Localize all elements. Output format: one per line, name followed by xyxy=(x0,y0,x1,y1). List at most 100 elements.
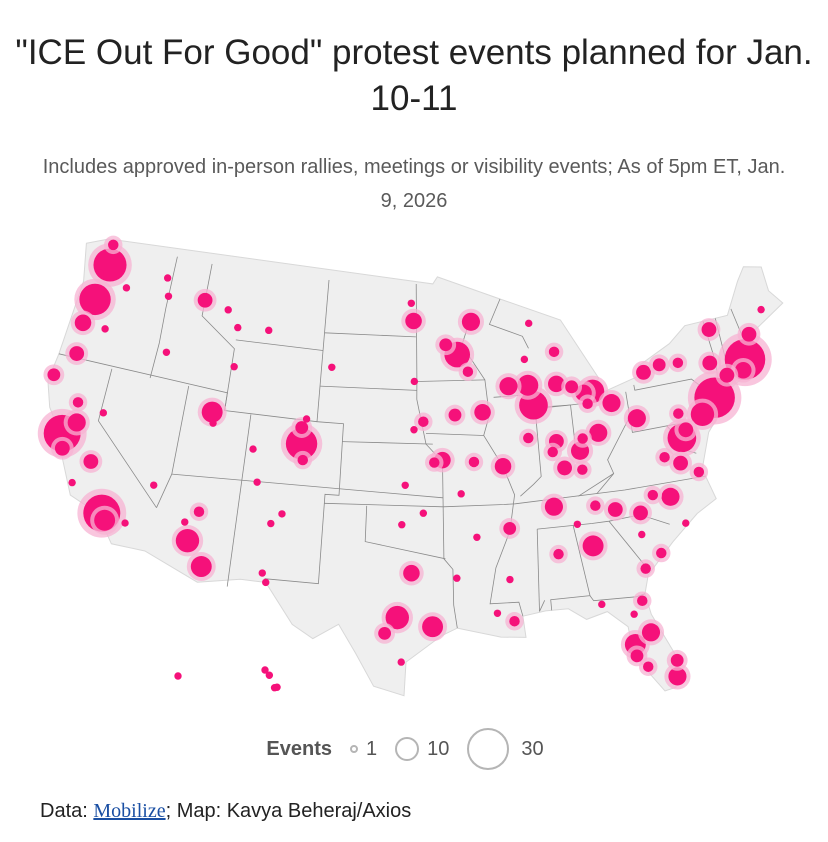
event-marker[interactable]: Bend: 1 xyxy=(101,325,109,333)
event-marker[interactable]: Las Vegas: 1 xyxy=(150,481,158,489)
event-marker[interactable]: Columbia MO: 2 xyxy=(464,452,484,472)
event-marker[interactable]: Bangor: 1 xyxy=(757,305,765,314)
event-marker[interactable]: Portland ME: 4 xyxy=(737,322,761,346)
event-marker[interactable]: Albany: 4 xyxy=(698,351,722,375)
event-marker[interactable]: Madison: 6 xyxy=(495,373,522,400)
event-marker[interactable]: San Antonio: 3 xyxy=(374,622,396,644)
event-marker[interactable]: Hilo: 1 xyxy=(273,683,281,691)
event-marker[interactable]: Pittsburgh: 6 xyxy=(623,405,650,432)
event-marker[interactable]: Baton Rouge: 1 xyxy=(493,609,502,617)
event-marker[interactable]: Humboldt: 3 xyxy=(43,364,65,386)
event-marker[interactable]: Charlotte: 4 xyxy=(629,501,652,525)
event-marker[interactable]: Fresno: 4 xyxy=(79,450,103,473)
event-marker[interactable]: Flagstaff: 2 xyxy=(189,502,209,521)
event-marker[interactable]: Rochester NY: 3 xyxy=(648,354,670,376)
event-marker[interactable]: Atlanta: 8 xyxy=(578,531,608,561)
event-marker[interactable]: Champaign: 2 xyxy=(519,428,538,448)
event-marker[interactable]: Bozeman: 1 xyxy=(234,323,242,332)
event-marker[interactable]: Jackson MS: 1 xyxy=(506,575,514,584)
event-marker[interactable]: Harrisburg: 2 xyxy=(669,404,688,423)
event-marker[interactable]: Spokane: 1 xyxy=(163,274,172,282)
event-marker[interactable]: Santa Cruz: 4 xyxy=(50,436,74,460)
event-marker[interactable]: Traverse City: 2 xyxy=(544,342,564,362)
event-marker[interactable]: Charlottesville: 2 xyxy=(655,447,674,467)
event-marker[interactable]: West Palm Beach: 3 xyxy=(666,649,688,671)
event-marker[interactable]: Salt Lake City: 8 xyxy=(197,397,227,427)
event-marker[interactable]: Rochester MN: 2 xyxy=(458,362,478,381)
event-marker[interactable]: Kauai: 1 xyxy=(261,666,269,674)
event-marker[interactable]: Philadelphia: 10 xyxy=(686,398,719,431)
event-marker[interactable]: Milwaukee: 8 xyxy=(513,370,543,400)
event-marker[interactable]: Eugene: 5 xyxy=(70,310,96,336)
event-marker[interactable]: Colorado Springs: 2 xyxy=(293,450,312,470)
mobilize-link[interactable]: Mobilize xyxy=(93,800,166,822)
event-marker[interactable]: Billings: 1 xyxy=(265,326,273,335)
event-marker[interactable]: Olympia: 1 xyxy=(96,269,104,277)
event-marker[interactable]: Cleveland: 6 xyxy=(598,389,625,417)
event-marker[interactable]: Savannah: 2 xyxy=(636,559,655,578)
event-marker[interactable]: Asheville: 4 xyxy=(603,498,627,521)
event-marker[interactable]: Phoenix: 10 xyxy=(171,524,204,557)
event-marker[interactable]: Wilmington NC: 1 xyxy=(682,519,690,527)
event-marker[interactable]: Birmingham: 2 xyxy=(549,544,568,564)
event-marker[interactable]: Prescott: 1 xyxy=(181,518,189,526)
event-marker[interactable]: Toledo: 2 xyxy=(578,394,597,413)
event-marker[interactable]: Greensboro: 2 xyxy=(643,485,663,505)
event-marker[interactable]: Lincoln: 1 xyxy=(410,426,418,434)
event-marker[interactable]: Denver: 18 xyxy=(280,423,323,465)
event-marker[interactable]: Grand Forks: 1 xyxy=(407,299,416,307)
event-marker[interactable]: Santa Fe: 1 xyxy=(278,510,286,518)
event-marker[interactable]: Medford: 4 xyxy=(65,342,89,365)
event-marker[interactable]: Jackson: 1 xyxy=(230,363,238,371)
event-marker[interactable]: Reno: 1 xyxy=(99,409,108,417)
event-marker[interactable]: Duluth: 6 xyxy=(457,308,485,335)
event-marker[interactable]: Tucson: 8 xyxy=(186,552,216,581)
event-marker[interactable]: Columbia SC: 1 xyxy=(638,530,646,539)
event-marker[interactable]: Memphis: 3 xyxy=(499,518,521,539)
event-marker[interactable]: St. Cloud: 3 xyxy=(435,334,457,356)
event-marker[interactable]: Boise: 1 xyxy=(162,348,171,356)
event-marker[interactable]: Shreveport: 1 xyxy=(453,574,461,582)
event-marker[interactable]: Moscow ID: 1 xyxy=(164,292,173,300)
event-marker[interactable]: Norfolk: 2 xyxy=(689,462,709,482)
event-marker[interactable]: Helena: 1 xyxy=(224,306,232,314)
event-marker[interactable]: Sioux Falls: 1 xyxy=(410,377,419,386)
event-marker[interactable]: Louisville: 4 xyxy=(553,456,576,480)
event-marker[interactable]: Lansing: 3 xyxy=(561,376,583,398)
event-marker[interactable]: Raleigh: 6 xyxy=(657,483,684,510)
event-marker[interactable]: Lawrence: 2 xyxy=(425,453,444,472)
event-marker[interactable]: Cheyenne: 1 xyxy=(302,415,311,423)
event-marker[interactable]: Marquette: 1 xyxy=(525,319,533,328)
event-marker[interactable]: Miami: 6 xyxy=(664,663,691,690)
event-marker[interactable]: Springfield MO: 1 xyxy=(457,490,465,498)
event-marker[interactable]: Nashville: 6 xyxy=(540,493,567,520)
event-marker[interactable]: Iowa City: 5 xyxy=(470,399,495,425)
event-marker[interactable]: Houston: 8 xyxy=(418,612,448,642)
event-marker[interactable]: Dallas: 5 xyxy=(399,560,424,586)
event-marker[interactable]: Knoxville: 2 xyxy=(586,496,605,515)
event-marker[interactable]: Fort Myers: 2 xyxy=(639,657,658,676)
event-marker[interactable]: Omaha: 2 xyxy=(414,412,433,431)
event-marker[interactable]: Honolulu: 1 xyxy=(265,671,274,679)
event-marker[interactable]: Oklahoma City: 1 xyxy=(398,521,406,529)
event-marker[interactable]: San Luis Obispo: 1 xyxy=(68,478,76,487)
event-marker[interactable]: Anchorage: 1 xyxy=(174,672,182,680)
event-marker[interactable]: Las Cruces: 1 xyxy=(258,569,266,577)
event-marker[interactable]: Rapid City: 1 xyxy=(328,363,336,371)
event-marker[interactable]: Jacksonville: 2 xyxy=(633,591,652,610)
event-marker[interactable]: Provo: 1 xyxy=(209,419,217,427)
event-marker[interactable]: Corpus Christi: 1 xyxy=(397,658,405,666)
event-marker[interactable]: Gainesville: 1 xyxy=(630,610,638,618)
event-marker[interactable]: Lexington: 2 xyxy=(573,460,592,479)
event-marker[interactable]: Fargo: 5 xyxy=(401,308,426,334)
event-marker[interactable]: Orange County: 8 xyxy=(90,505,120,535)
event-marker[interactable]: Hartford: 4 xyxy=(715,363,739,387)
event-marker[interactable]: Sacramento: 6 xyxy=(63,409,90,436)
event-marker[interactable]: Green Bay: 1 xyxy=(520,355,529,364)
event-marker[interactable]: Albuquerque: 1 xyxy=(267,519,275,528)
event-marker[interactable]: Grand Junction: 1 xyxy=(249,445,257,453)
event-marker[interactable]: Tallahassee: 1 xyxy=(598,600,606,609)
event-marker[interactable]: New Orleans: 2 xyxy=(505,612,524,631)
event-marker[interactable]: Chattanooga: 1 xyxy=(573,520,582,528)
event-marker[interactable]: Wichita: 1 xyxy=(401,481,409,489)
